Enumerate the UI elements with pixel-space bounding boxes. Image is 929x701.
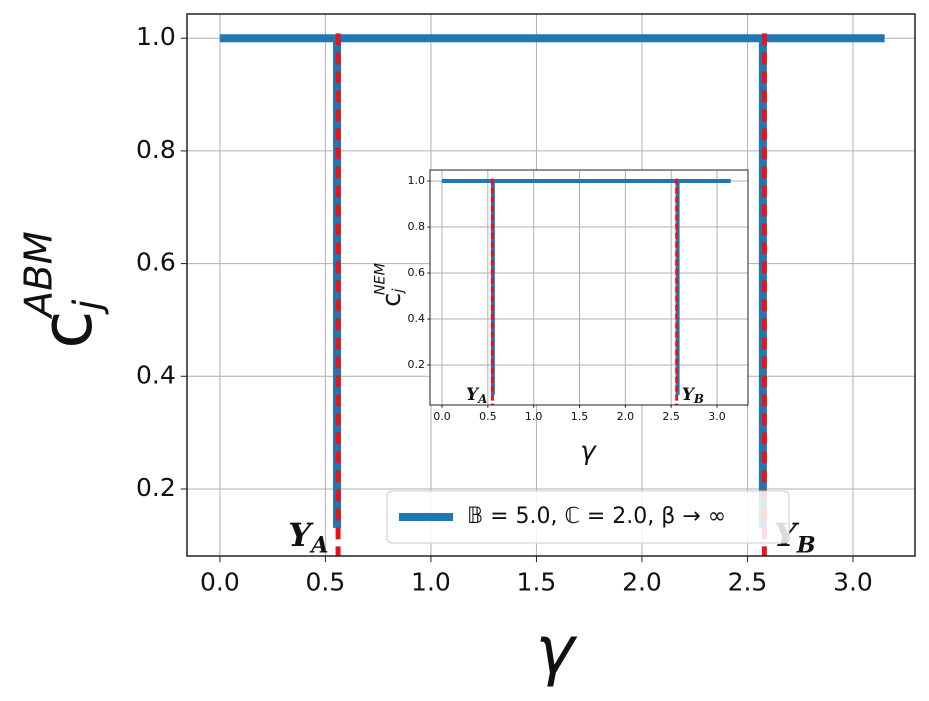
y-tick-label: 1.0: [136, 22, 176, 51]
x-tick-label: 2.0: [617, 410, 635, 423]
threshold-subscript: B: [693, 392, 704, 406]
y-tick-label: 1.0: [408, 174, 426, 187]
threshold-subscript: A: [309, 532, 328, 558]
y-tick-label: 0.8: [136, 135, 176, 164]
threshold-subscript: B: [796, 532, 816, 558]
y-tick-label: 0.2: [408, 358, 426, 371]
x-tick-label: 1.0: [525, 410, 543, 423]
plot-frame: [429, 169, 749, 406]
x-axis-label: γ: [535, 612, 577, 689]
y-tick-label: 0.6: [136, 248, 176, 277]
y-label-sup: ABM: [16, 231, 61, 320]
x-axis-label: γ: [580, 437, 597, 467]
threshold-subscript: A: [477, 392, 487, 406]
plot-frame: [186, 13, 916, 557]
y-tick-label: 0.6: [408, 266, 426, 279]
y-tick-label: 0.4: [136, 360, 176, 389]
threshold-symbol: Υ: [466, 384, 480, 404]
x-tick-label: 0.5: [306, 568, 346, 597]
y-label-main: c: [26, 310, 108, 349]
y-label-sub: j: [391, 289, 407, 295]
plot-area: [430, 170, 748, 405]
threshold-label: ΥA: [288, 515, 328, 558]
x-tick-label: 0.5: [479, 410, 497, 423]
y-tick-label: 0.4: [408, 312, 426, 325]
legend-box: [386, 490, 790, 544]
x-tick-label: 0.0: [433, 410, 451, 423]
x-tick-label: 1.5: [517, 568, 557, 597]
y-label-main: c: [377, 293, 407, 307]
x-tick-label: 3.0: [833, 568, 873, 597]
y-tick-label: 0.2: [136, 473, 176, 502]
threshold-label: ΥB: [682, 384, 704, 406]
threshold-label: ΥA: [466, 384, 487, 406]
legend-label: 𝔹 = 5.0, ℂ = 2.0, β → ∞: [467, 504, 726, 529]
y-label-sup: NEM: [372, 263, 388, 295]
x-tick-label: 2.5: [662, 410, 680, 423]
x-tick-label: 1.0: [411, 568, 451, 597]
chart-1: 0.0 0.5 1.0 1.5 2.0 2.5 3.00.20.40.60.81.0ΥA ΥB…: [372, 169, 749, 467]
chart-0: 0.00.51.01.52.02.53.00.20.40.60.81.0ΥAΥB…: [16, 13, 916, 689]
y-axis-label: cjABM: [16, 231, 110, 349]
x-tick-label: 0.0: [200, 568, 240, 597]
x-tick-label: 1.5: [571, 410, 589, 423]
threshold-symbol: Υ: [288, 515, 314, 553]
y-tick-label: 0.8: [408, 220, 426, 233]
threshold-symbol: Υ: [682, 384, 696, 404]
x-tick-label: 3.0: [708, 410, 726, 423]
x-tick-label: 2.0: [622, 568, 662, 597]
y-axis-label: cjNEM: [372, 263, 406, 307]
x-tick-label: 2.5: [728, 568, 768, 597]
